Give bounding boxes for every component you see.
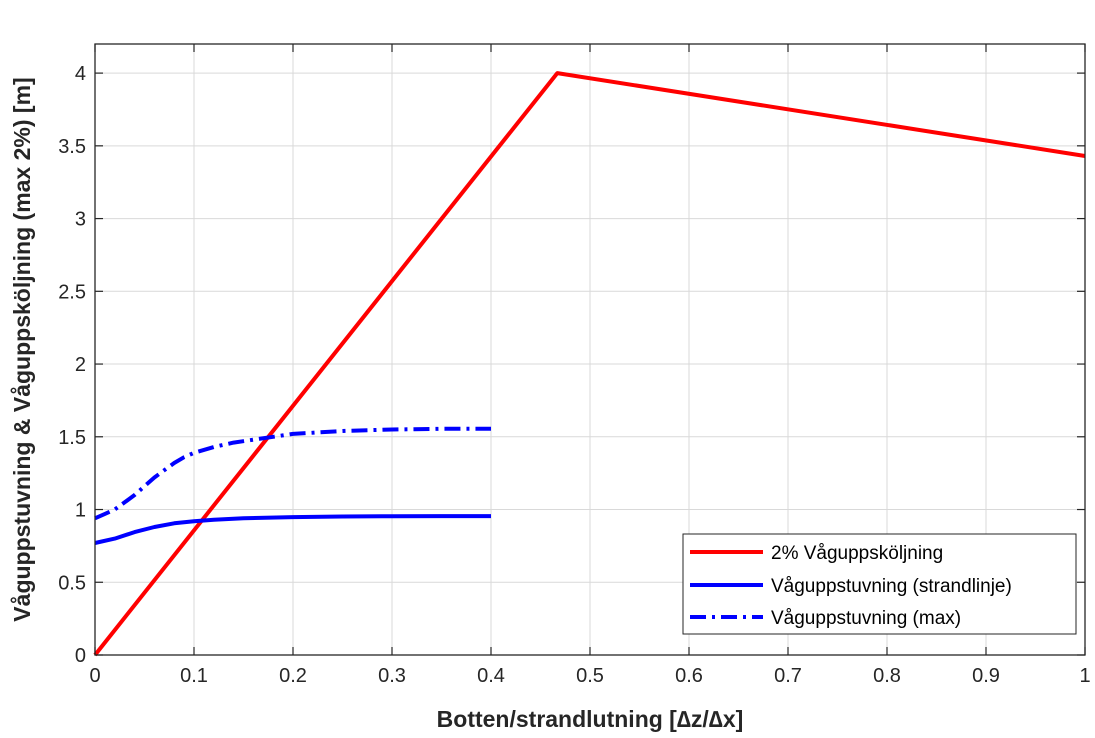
legend-label-max: Våguppstuvning (max) <box>771 608 961 629</box>
axis-ticks: 0 0.1 0.2 0.3 0.4 0.5 0.6 0.7 0.8 0.9 1 0 0.5 1 1.5 2 2.… <box>58 44 1091 687</box>
y-axis-label: Våguppstuvning & Våguppsköljning (max 2%… <box>9 77 35 621</box>
y-tick-label: 2.5 <box>58 281 86 303</box>
x-tick-label: 0.3 <box>378 665 406 687</box>
legend-label-vaguppskoljning: 2% Våguppsköljning <box>771 543 943 564</box>
data-series <box>93 71 1086 657</box>
y-tick-label: 0 <box>75 645 86 667</box>
x-tick-label: 1 <box>1079 665 1090 687</box>
y-tick-label: 0.5 <box>58 572 86 594</box>
x-tick-label: 0.6 <box>675 665 703 687</box>
y-tick-label: 3 <box>75 209 86 231</box>
x-tick-label: 0.1 <box>180 665 208 687</box>
x-axis-label: Botten/strandlutning [∆z/∆x] <box>437 706 744 732</box>
y-tick-label: 3.5 <box>58 136 86 158</box>
legend-label-strandlinje: Våguppstuvning (strandlinje) <box>771 576 1012 597</box>
x-tick-label: 0.8 <box>873 665 901 687</box>
y-tick-label: 2 <box>75 354 86 376</box>
x-tick-label: 0.2 <box>279 665 307 687</box>
x-tick-label: 0 <box>89 665 100 687</box>
legend: 2% Våguppsköljning Våguppstuvning (stran… <box>682 533 1077 635</box>
y-tick-label: 1.5 <box>58 427 86 449</box>
series-line-1 <box>94 514 491 545</box>
series-line-0 <box>93 71 1086 657</box>
x-tick-label: 0.7 <box>774 665 802 687</box>
series-line-2 <box>94 426 491 521</box>
y-tick-label: 4 <box>75 63 86 85</box>
x-tick-label: 0.5 <box>576 665 604 687</box>
x-tick-label: 0.4 <box>477 665 505 687</box>
x-tick-label: 0.9 <box>972 665 1000 687</box>
y-tick-label: 1 <box>75 500 86 522</box>
